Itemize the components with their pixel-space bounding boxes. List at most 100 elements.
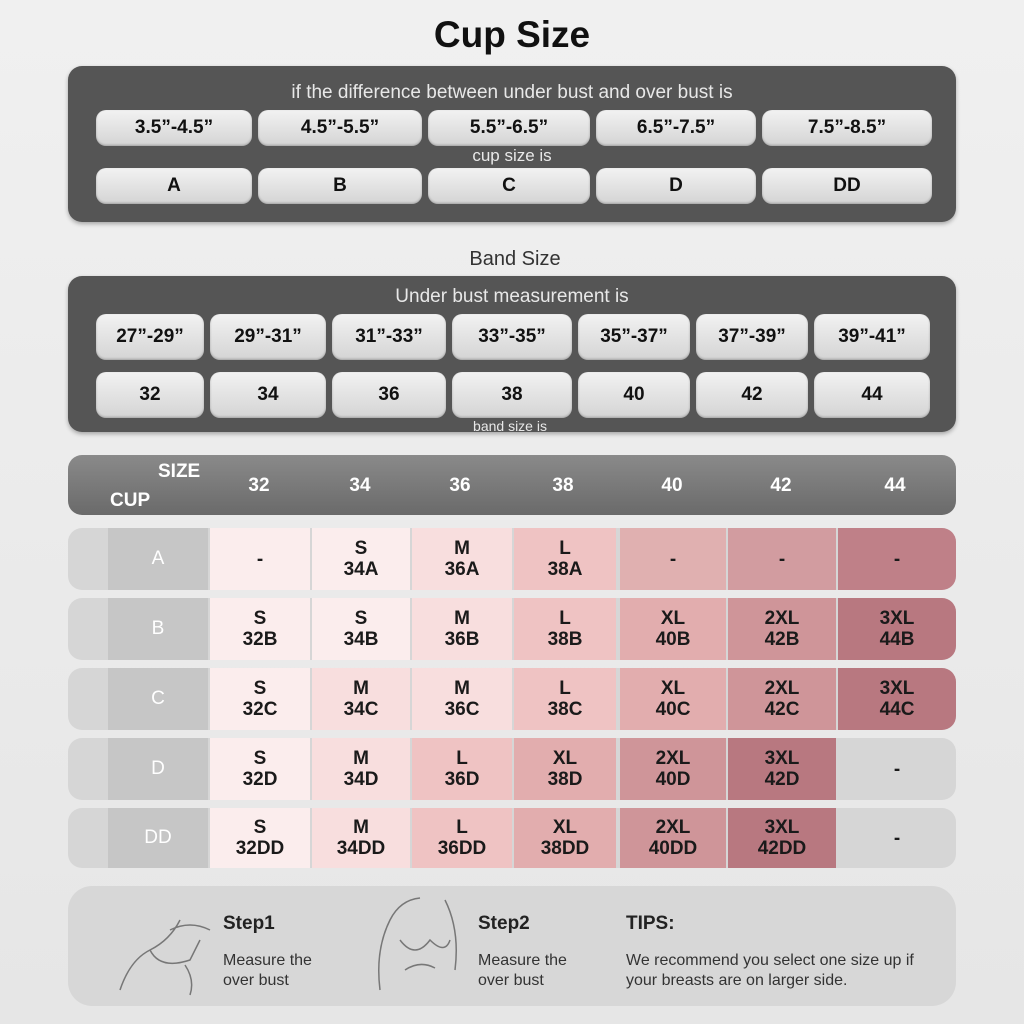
size-label: 3XL	[879, 678, 915, 699]
size-cell: M 34D	[312, 738, 410, 800]
size-cell: -	[728, 528, 836, 590]
column-header: 36	[449, 475, 471, 496]
size-cell: L 36DD	[412, 808, 512, 868]
size-cell: S 32D	[210, 738, 310, 800]
size-code: 38DD	[540, 838, 590, 859]
size-label: 2XL	[655, 748, 691, 769]
size-label: 2XL	[655, 817, 691, 838]
size-cell: 3XL 42DD	[728, 808, 836, 868]
band-title: Band Size	[469, 247, 561, 270]
step1-illustration	[119, 919, 211, 996]
size-cell: M 36B	[412, 598, 512, 660]
size-cell: XL 38D	[514, 738, 616, 800]
size-code: 40B	[655, 629, 691, 650]
size-cell: 3XL 42D	[728, 738, 836, 800]
steps-panel	[68, 886, 956, 1006]
size-label: 3XL	[764, 817, 800, 838]
size-code: 34C	[343, 699, 379, 720]
size-cell: -	[620, 528, 726, 590]
cup-box: A	[96, 168, 252, 204]
step-title: Step2	[478, 913, 530, 934]
size-code: 32DD	[235, 838, 285, 859]
size-label: L	[559, 608, 571, 629]
size-label: L	[456, 748, 468, 769]
size-label: -	[893, 548, 901, 570]
size-code: 32B	[242, 629, 278, 650]
cup-box: C	[428, 168, 590, 204]
range-box: 35”-37”	[578, 314, 690, 360]
range-box: 3.5”-4.5”	[96, 110, 252, 146]
tips-text: We recommend you select one size up if y…	[626, 952, 914, 989]
cup-box: D	[596, 168, 756, 204]
size-code: 34A	[343, 559, 379, 580]
size-label: M	[353, 748, 369, 769]
size-label: L	[559, 678, 571, 699]
band-footnote: band size is	[473, 418, 547, 434]
range-box: 27”-29”	[96, 314, 204, 360]
size-code: 34DD	[336, 838, 386, 859]
size-code: 36D	[444, 769, 480, 790]
column-header: 32	[248, 475, 270, 496]
size-label: M	[454, 678, 470, 699]
band-box: 38	[452, 372, 572, 418]
range-box: 31”-33”	[332, 314, 446, 360]
size-cell: M 34DD	[312, 808, 410, 868]
size-cell: 3XL 44C	[838, 668, 956, 730]
size-label: 2XL	[764, 608, 800, 629]
size-label: S	[253, 678, 267, 699]
range-box: 29”-31”	[210, 314, 326, 360]
size-label: L	[456, 817, 468, 838]
band-box: 34	[210, 372, 326, 418]
size-cell: S 34A	[312, 528, 410, 590]
range-box: 6.5”-7.5”	[596, 110, 756, 146]
size-code: 42DD	[757, 838, 807, 859]
band-box: 32	[96, 372, 204, 418]
size-cell: 3XL 44B	[838, 598, 956, 660]
size-cell: L 38A	[514, 528, 616, 590]
step-title: Step1	[223, 913, 275, 934]
cup-label: A	[108, 528, 208, 590]
tips-title: TIPS:	[626, 913, 675, 934]
column-header: 44	[884, 475, 906, 496]
size-label: M	[353, 678, 369, 699]
size-code: 36DD	[437, 838, 487, 859]
size-cell: 2XL 40DD	[620, 808, 726, 868]
size-label: XL	[660, 608, 686, 629]
size-label: S	[354, 608, 368, 629]
size-label: -	[778, 548, 786, 570]
size-cell: L 38B	[514, 598, 616, 660]
size-code: 36B	[444, 629, 480, 650]
size-code: 36C	[444, 699, 480, 720]
size-code: 40C	[655, 699, 691, 720]
range-box: 39”-41”	[814, 314, 930, 360]
size-cell: S 34B	[312, 598, 410, 660]
size-code: 38D	[547, 769, 583, 790]
cup-label: B	[108, 598, 208, 660]
size-cell: 2XL 42B	[728, 598, 836, 660]
size-code: 38B	[547, 629, 583, 650]
title: Cup Size	[433, 14, 591, 55]
size-label: S	[354, 538, 368, 559]
size-label: M	[454, 608, 470, 629]
size-label: 2XL	[764, 678, 800, 699]
column-header: 42	[770, 475, 792, 496]
range-box: 7.5”-8.5”	[762, 110, 932, 146]
corner-top: SIZE	[158, 461, 201, 482]
size-label: S	[253, 748, 267, 769]
cup-subheading: cup size is	[472, 146, 552, 165]
size-cell: 2XL 40D	[620, 738, 726, 800]
size-cell: 2XL 42C	[728, 668, 836, 730]
band-box: 44	[814, 372, 930, 418]
size-cell: L 38C	[514, 668, 616, 730]
size-cell: M 36C	[412, 668, 512, 730]
size-code: 32D	[242, 769, 278, 790]
size-label: XL	[660, 678, 686, 699]
size-cell: -	[838, 808, 956, 868]
corner-bottom: CUP	[110, 490, 151, 511]
size-code: 40D	[655, 769, 691, 790]
size-cell: M 34C	[312, 668, 410, 730]
size-cell: XL 38DD	[514, 808, 616, 868]
table-header	[68, 455, 956, 515]
cup-label: DD	[108, 808, 208, 868]
